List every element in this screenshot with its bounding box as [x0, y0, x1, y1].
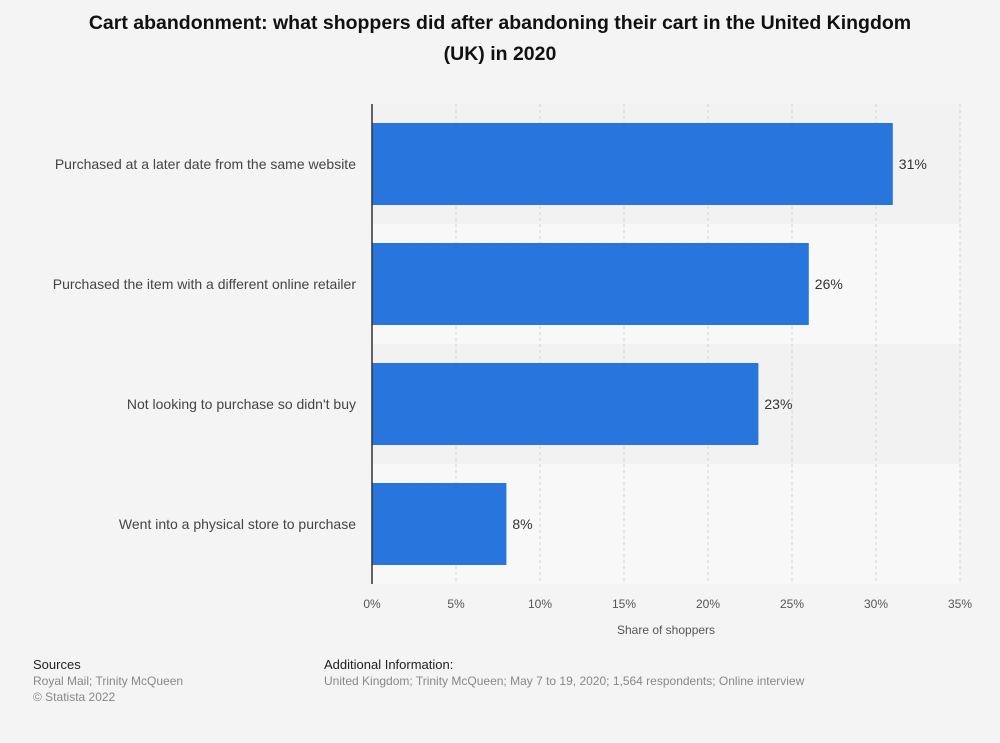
- x-tick-label: 15%: [612, 597, 636, 611]
- category-label: Purchased the item with a different onli…: [53, 276, 357, 292]
- additional-info-text: United Kingdom; Trinity McQueen; May 7 t…: [324, 674, 805, 688]
- chart-title: Cart abandonment: what shoppers did afte…: [88, 12, 912, 65]
- bar: [372, 483, 507, 565]
- x-tick-label: 30%: [864, 597, 888, 611]
- x-tick-label: 5%: [447, 597, 465, 611]
- x-tick-label: 35%: [948, 597, 972, 611]
- data-label: 26%: [815, 276, 843, 292]
- copyright-text: © Statista 2022: [33, 690, 116, 704]
- x-tick-label: 20%: [696, 597, 720, 611]
- x-tick-label: 10%: [528, 597, 552, 611]
- sources-heading: Sources: [33, 657, 81, 672]
- sources-block: Sources Royal Mail; Trinity McQueen © St…: [33, 657, 183, 705]
- category-label: Went into a physical store to purchase: [119, 516, 356, 532]
- sources-text: Royal Mail; Trinity McQueen: [33, 674, 184, 688]
- data-label: 31%: [899, 156, 927, 172]
- data-label: 8%: [512, 516, 532, 532]
- bar: [372, 123, 893, 205]
- bar: [372, 363, 759, 445]
- additional-info-block: Additional Information: United Kingdom; …: [324, 657, 804, 689]
- x-tick-label: 0%: [363, 597, 381, 611]
- x-axis-title: Share of shoppers: [617, 623, 715, 637]
- category-label: Purchased at a later date from the same …: [55, 156, 356, 172]
- additional-info-heading: Additional Information:: [324, 657, 454, 672]
- data-label: 23%: [764, 396, 792, 412]
- x-tick-label: 25%: [780, 597, 804, 611]
- bar: [372, 243, 809, 325]
- category-label: Not looking to purchase so didn't buy: [127, 396, 356, 412]
